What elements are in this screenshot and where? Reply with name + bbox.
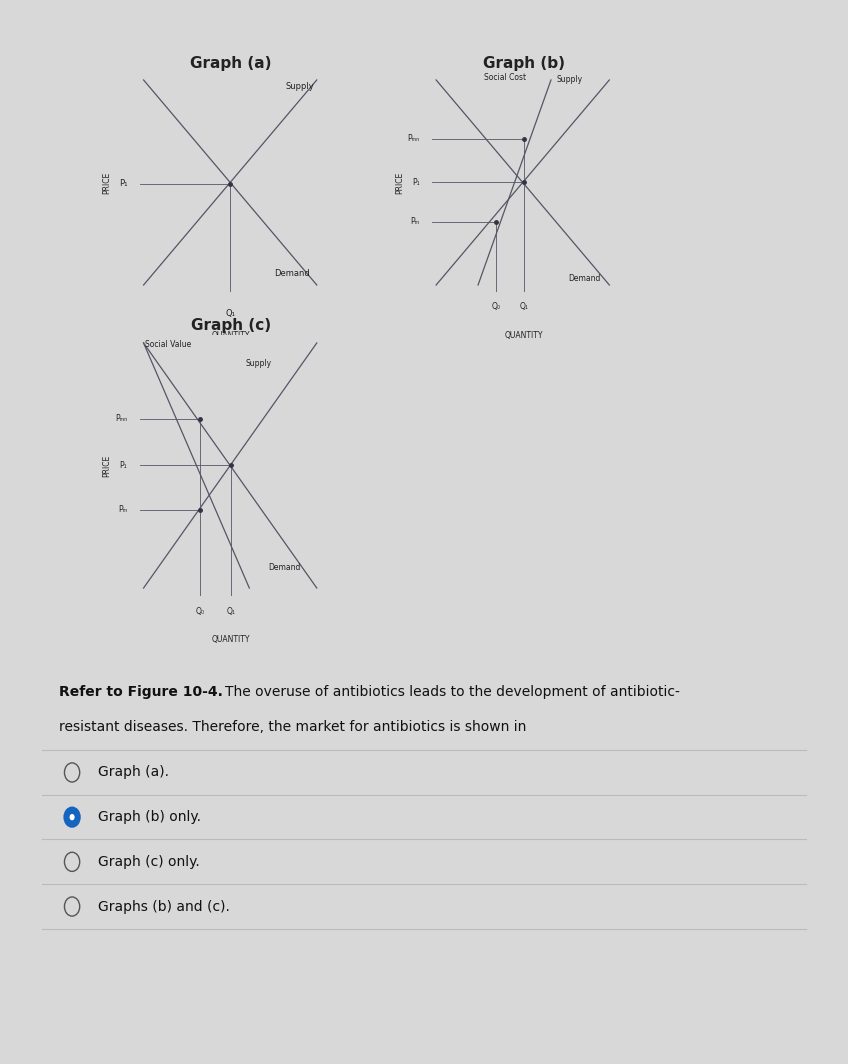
Text: QUANTITY: QUANTITY	[212, 331, 250, 339]
Text: Q₁: Q₁	[226, 608, 236, 616]
Text: Pₘ: Pₘ	[118, 505, 127, 514]
Text: Supply: Supply	[246, 360, 272, 368]
Text: Pₘₙ: Pₘₙ	[408, 134, 420, 144]
Text: Graph (c) only.: Graph (c) only.	[98, 854, 199, 869]
Text: PRICE: PRICE	[103, 171, 112, 194]
Text: PRICE: PRICE	[103, 454, 112, 477]
Title: Graph (b): Graph (b)	[483, 56, 565, 71]
Text: Supply: Supply	[286, 82, 315, 92]
Text: Social Value: Social Value	[145, 340, 192, 349]
Text: Demand: Demand	[568, 273, 600, 283]
Text: The overuse of antibiotics leads to the development of antibiotic-: The overuse of antibiotics leads to the …	[225, 685, 679, 699]
Text: Graph (b) only.: Graph (b) only.	[98, 810, 200, 825]
Text: QUANTITY: QUANTITY	[505, 331, 543, 339]
Text: Q₀: Q₀	[492, 302, 501, 311]
Text: Q₀: Q₀	[196, 608, 204, 616]
Text: Graphs (b) and (c).: Graphs (b) and (c).	[98, 899, 230, 914]
Text: Q₁: Q₁	[519, 302, 528, 311]
Text: Q₁: Q₁	[226, 309, 235, 318]
Text: Demand: Demand	[274, 269, 310, 279]
Text: Refer to Figure 10-4.: Refer to Figure 10-4.	[59, 685, 223, 699]
Text: Pₘₙ: Pₘₙ	[115, 414, 127, 423]
Text: Demand: Demand	[268, 563, 300, 571]
Text: PRICE: PRICE	[395, 171, 404, 194]
Text: P₁: P₁	[119, 179, 127, 188]
Text: resistant diseases. Therefore, the market for antibiotics is shown in: resistant diseases. Therefore, the marke…	[59, 720, 527, 734]
Title: Graph (c): Graph (c)	[191, 318, 271, 333]
Title: Graph (a): Graph (a)	[190, 56, 272, 71]
Text: P₁: P₁	[412, 178, 420, 187]
Text: Social Cost: Social Cost	[483, 73, 526, 82]
Text: P₁: P₁	[120, 461, 127, 470]
Text: Graph (a).: Graph (a).	[98, 765, 169, 780]
Text: Pₘ: Pₘ	[410, 217, 420, 227]
Text: Supply: Supply	[556, 76, 583, 84]
Text: QUANTITY: QUANTITY	[212, 635, 250, 644]
